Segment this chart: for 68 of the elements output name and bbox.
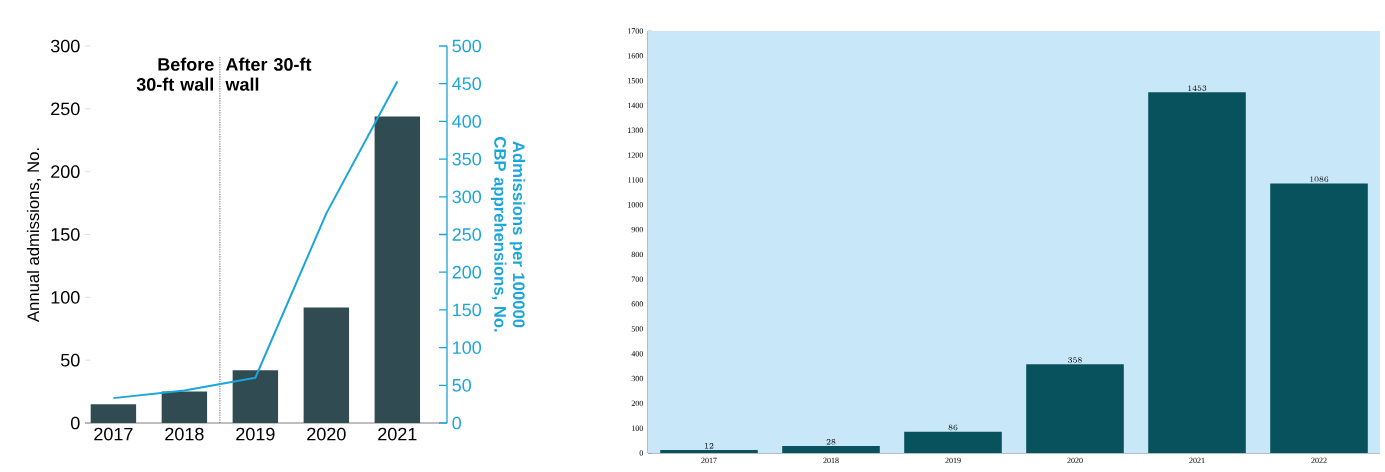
y2-tick-label: 50 [452, 378, 472, 392]
x-tick-label: 2020 [1067, 457, 1083, 464]
y2-tick-label: 350 [452, 152, 482, 166]
data-label: 358 [1068, 357, 1082, 363]
y-tick-label: 1100 [628, 177, 643, 183]
y2-tick-label: 150 [453, 303, 482, 317]
annotation: Before 30-ft wall [136, 57, 214, 91]
data-label: 1086 [1310, 176, 1329, 182]
y2-tick-label: 400 [452, 115, 482, 128]
y-tick-label: 400 [631, 350, 643, 357]
x-tick-label: 2018 [823, 457, 839, 464]
x-tick-label: 2018 [165, 427, 204, 441]
bar [303, 307, 350, 423]
data-label: 1453 [1188, 85, 1207, 91]
y-tick-label: 300 [50, 39, 80, 53]
bar [1026, 364, 1124, 453]
y-tick-label: 0 [639, 450, 643, 456]
y2-tick-label: 300 [452, 190, 482, 204]
x-tick-label: 2020 [307, 427, 346, 441]
data-label: 28 [826, 439, 836, 445]
x-tick-label: 2017 [94, 427, 133, 441]
y2-tick-label: 500 [452, 39, 482, 53]
bar [782, 446, 880, 453]
y-tick-label: 1300 [628, 127, 643, 133]
bar [90, 404, 137, 423]
y-tick-label: 0 [70, 416, 80, 430]
y-tick-label: 600 [631, 301, 643, 307]
y2-tick-label: 100 [453, 341, 482, 354]
y2-tick-label: 450 [452, 77, 482, 91]
y-tick-label: 200 [631, 400, 643, 407]
bar [374, 116, 421, 423]
y-axis-title: Annual admissions, No. [26, 148, 42, 322]
x-tick-label: 2021 [378, 427, 417, 441]
y-tick-label: 900 [631, 226, 643, 233]
bar [660, 450, 758, 453]
y-tick-label: 1700 [628, 28, 643, 34]
x-tick-label: 2017 [701, 457, 717, 464]
y-tick-label: 700 [631, 276, 643, 282]
y-tick-label: 150 [51, 228, 80, 241]
y2-tick-label: 200 [452, 265, 482, 279]
y-tick-label: 300 [631, 375, 643, 382]
bar [161, 391, 208, 423]
y-tick-label: 100 [632, 425, 643, 431]
annotation: After 30-ft wall [225, 57, 312, 91]
y-tick-label: 1200 [628, 152, 643, 158]
data-label: 86 [948, 424, 958, 431]
y-tick-label: 50 [60, 353, 80, 367]
bar [1270, 183, 1368, 453]
y-tick-label: 250 [51, 102, 80, 116]
y2-tick-label: 250 [452, 228, 482, 241]
x-tick-label: 2019 [945, 457, 961, 464]
y-tick-label: 1000 [628, 202, 643, 208]
y-tick-label: 200 [51, 165, 80, 179]
x-tick-label: 2019 [236, 427, 275, 441]
y2-axis-title: Admissions per 100000 CBP apprehensions, No. [490, 137, 526, 332]
bar [1148, 92, 1246, 453]
x-tick-label: 2021 [1189, 457, 1205, 464]
x-tick-label: 2022 [1311, 457, 1327, 464]
data-label: 12 [705, 443, 714, 449]
bar [232, 370, 279, 423]
y-tick-label: 1600 [628, 53, 643, 59]
y-tick-label: 1500 [628, 77, 643, 84]
y-tick-label: 100 [51, 290, 80, 304]
bar [904, 431, 1002, 453]
y-tick-label: 800 [631, 251, 643, 258]
y2-tick-label: 0 [452, 416, 462, 430]
y-tick-label: 500 [631, 326, 643, 332]
y-tick-label: 1400 [628, 102, 643, 109]
